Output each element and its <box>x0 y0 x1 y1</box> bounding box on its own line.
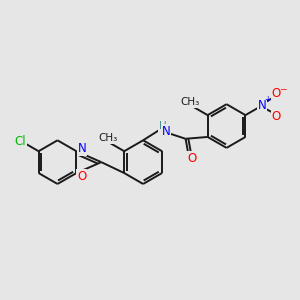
Text: O: O <box>272 87 281 101</box>
Text: O: O <box>77 169 86 183</box>
Text: H: H <box>159 121 167 131</box>
Text: Cl: Cl <box>15 135 26 148</box>
Text: N: N <box>77 142 86 155</box>
Text: N: N <box>161 125 170 138</box>
Text: O: O <box>272 110 281 123</box>
Text: N: N <box>258 99 266 112</box>
Text: +: + <box>265 95 271 104</box>
Text: −: − <box>279 84 286 93</box>
Text: CH₃: CH₃ <box>181 98 200 107</box>
Text: CH₃: CH₃ <box>99 134 118 143</box>
Text: O: O <box>187 152 196 165</box>
